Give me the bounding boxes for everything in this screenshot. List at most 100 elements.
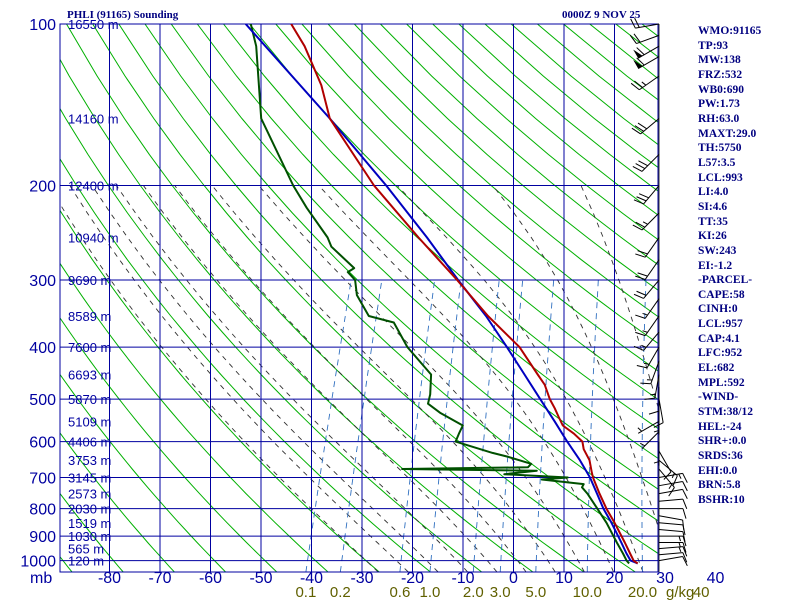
barb-half-flag xyxy=(668,484,673,489)
index-item: MPL:592 xyxy=(698,376,745,389)
mixing-ratio-label: 0.6 xyxy=(389,584,410,600)
barb-half-flag xyxy=(642,221,648,225)
moist-adiabat xyxy=(60,203,379,572)
mixing-ratio-label: 3.0 xyxy=(490,584,511,600)
barb-shaft xyxy=(643,331,660,351)
wind-barb xyxy=(658,552,688,563)
temperature-label: -50 xyxy=(249,570,272,587)
height-label: 1519 m xyxy=(68,516,111,531)
barb-flag xyxy=(629,34,637,44)
index-item: BSHR:10 xyxy=(698,494,745,506)
wind-barb xyxy=(637,420,660,434)
moist-adiabat xyxy=(258,185,585,572)
pressure-label: 200 xyxy=(29,179,56,196)
height-label: 6693 m xyxy=(68,368,111,383)
index-item: EI:-1.2 xyxy=(698,259,733,272)
barb-flag xyxy=(636,196,647,202)
mixing-ratio-line xyxy=(535,279,555,572)
wind-barb xyxy=(653,410,660,435)
barb-flag xyxy=(636,290,647,296)
barb-shaft xyxy=(658,450,672,473)
wind-barb xyxy=(632,212,660,231)
height-label: 565 m xyxy=(68,542,104,557)
barb-flag xyxy=(633,293,644,299)
moist-adiabat xyxy=(396,185,644,572)
wind-barb xyxy=(640,431,660,449)
pressure-label: 400 xyxy=(29,340,56,357)
barb-flag xyxy=(648,410,660,415)
wind-barb xyxy=(658,468,675,497)
wind-barb xyxy=(636,346,660,369)
temperature-label: 0 xyxy=(509,570,518,587)
mixing-ratio-lines xyxy=(305,279,647,572)
index-item: PW:1.73 xyxy=(698,98,740,111)
wind-barb xyxy=(633,331,660,351)
barb-flag xyxy=(682,546,688,557)
dry-adiabat xyxy=(60,373,226,572)
height-label: 5109 m xyxy=(68,414,111,429)
barb-flag xyxy=(682,489,688,499)
wind-barb xyxy=(658,450,672,480)
dry-adiabat xyxy=(301,24,658,345)
barb-flag xyxy=(635,253,646,258)
sounding-time: 0000Z 9 NOV 25 xyxy=(562,9,641,21)
barb-shaft xyxy=(658,488,683,495)
wind-barbs xyxy=(629,17,688,572)
height-label: 8589 m xyxy=(68,309,111,324)
wind-barb xyxy=(633,279,660,299)
index-item: SI:4.6 xyxy=(698,200,728,213)
barb-pennant xyxy=(633,49,643,59)
pressure-label: 500 xyxy=(29,392,56,409)
barb-half-flag xyxy=(640,442,646,447)
index-item: KI:26 xyxy=(698,230,727,243)
barb-flag xyxy=(636,57,645,66)
wind-barb xyxy=(631,118,660,135)
index-item: CAPE:58 xyxy=(698,288,745,301)
height-label: 5870 m xyxy=(68,392,111,407)
dry-adiabat xyxy=(327,24,658,318)
barb-flag xyxy=(672,475,678,486)
barb-shaft xyxy=(658,522,683,526)
barb-shaft xyxy=(644,298,660,319)
mixing-ratio-label: 20.0 xyxy=(628,584,657,600)
dry-adiabat xyxy=(353,24,658,291)
pressure-label: 600 xyxy=(29,435,56,452)
barb-flag xyxy=(663,471,672,480)
dry-adiabat xyxy=(144,24,658,522)
mixing-ratio-line xyxy=(305,279,352,572)
height-label: 2030 m xyxy=(68,502,111,517)
barb-flag xyxy=(682,531,686,542)
dry-adiabat xyxy=(118,24,658,554)
wind-barb xyxy=(658,546,688,557)
temperature-label: -60 xyxy=(199,570,222,587)
mixing-ratio-line xyxy=(399,279,436,572)
height-label: 7600 m xyxy=(68,340,111,355)
wind-barb xyxy=(632,154,660,172)
height-label: 2573 m xyxy=(68,487,111,502)
barb-half-flag xyxy=(642,330,648,333)
moist-adiabat xyxy=(492,185,658,528)
dry-adiabat xyxy=(275,24,658,372)
dry-adiabat xyxy=(0,24,21,572)
barb-half-flag xyxy=(678,473,682,479)
barb-flag xyxy=(635,163,646,170)
pressure-label: 800 xyxy=(29,502,56,519)
barb-flag xyxy=(682,556,688,567)
wind-barb xyxy=(653,441,660,466)
index-item: SHR+:0.0 xyxy=(698,435,747,448)
barb-flag xyxy=(682,542,687,553)
dewpoint-line xyxy=(249,24,630,565)
barb-half-flag xyxy=(678,546,682,552)
moist-adiabat xyxy=(318,185,615,572)
barb-shaft xyxy=(643,279,660,299)
wind-barb xyxy=(629,33,660,45)
barb-flag xyxy=(633,33,641,43)
index-item: HEL:-24 xyxy=(698,420,742,433)
index-item: LCL:957 xyxy=(698,318,743,331)
barb-flag xyxy=(632,224,643,231)
barb-flag xyxy=(636,364,648,369)
moist-adiabat xyxy=(580,185,658,409)
barb-flag xyxy=(630,82,640,91)
axis-labels: 0.1 0.2 0.6 1.0 2.0 3.0 5.0 10.0 20.0 40g/kg10020… xyxy=(20,17,724,600)
height-label: 14160 m xyxy=(68,111,119,126)
